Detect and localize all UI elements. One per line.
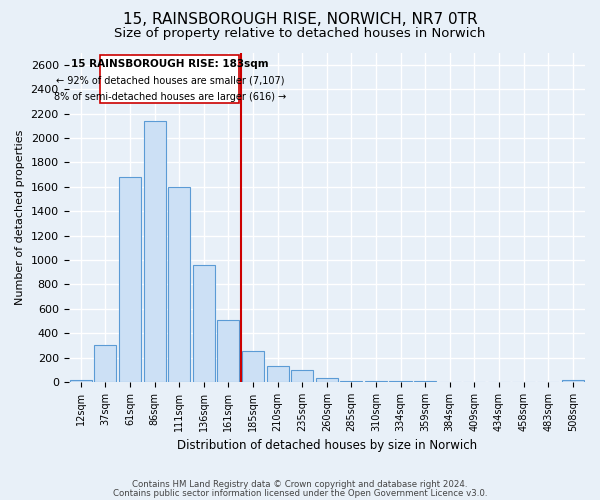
Y-axis label: Number of detached properties: Number of detached properties: [15, 130, 25, 305]
Bar: [365, 381, 387, 382]
Text: 8% of semi-detached houses are larger (616) →: 8% of semi-detached houses are larger (6…: [54, 92, 286, 102]
Text: ← 92% of detached houses are smaller (7,107): ← 92% of detached houses are smaller (7,…: [56, 76, 284, 86]
Bar: [340, 381, 362, 382]
Bar: [217, 320, 239, 382]
Bar: [316, 378, 338, 382]
X-axis label: Distribution of detached houses by size in Norwich: Distribution of detached houses by size …: [177, 440, 477, 452]
Bar: [119, 177, 141, 382]
Bar: [266, 366, 289, 382]
Bar: [143, 121, 166, 382]
Bar: [242, 351, 264, 382]
Bar: [193, 265, 215, 382]
Bar: [562, 380, 584, 382]
Text: Contains HM Land Registry data © Crown copyright and database right 2024.: Contains HM Land Registry data © Crown c…: [132, 480, 468, 489]
Text: 15 RAINSBOROUGH RISE: 183sqm: 15 RAINSBOROUGH RISE: 183sqm: [71, 60, 269, 70]
Bar: [94, 346, 116, 382]
FancyBboxPatch shape: [100, 55, 239, 102]
Bar: [168, 187, 190, 382]
Text: 15, RAINSBOROUGH RISE, NORWICH, NR7 0TR: 15, RAINSBOROUGH RISE, NORWICH, NR7 0TR: [122, 12, 478, 28]
Text: Size of property relative to detached houses in Norwich: Size of property relative to detached ho…: [115, 28, 485, 40]
Text: Contains public sector information licensed under the Open Government Licence v3: Contains public sector information licen…: [113, 489, 487, 498]
Bar: [70, 380, 92, 382]
Bar: [291, 370, 313, 382]
